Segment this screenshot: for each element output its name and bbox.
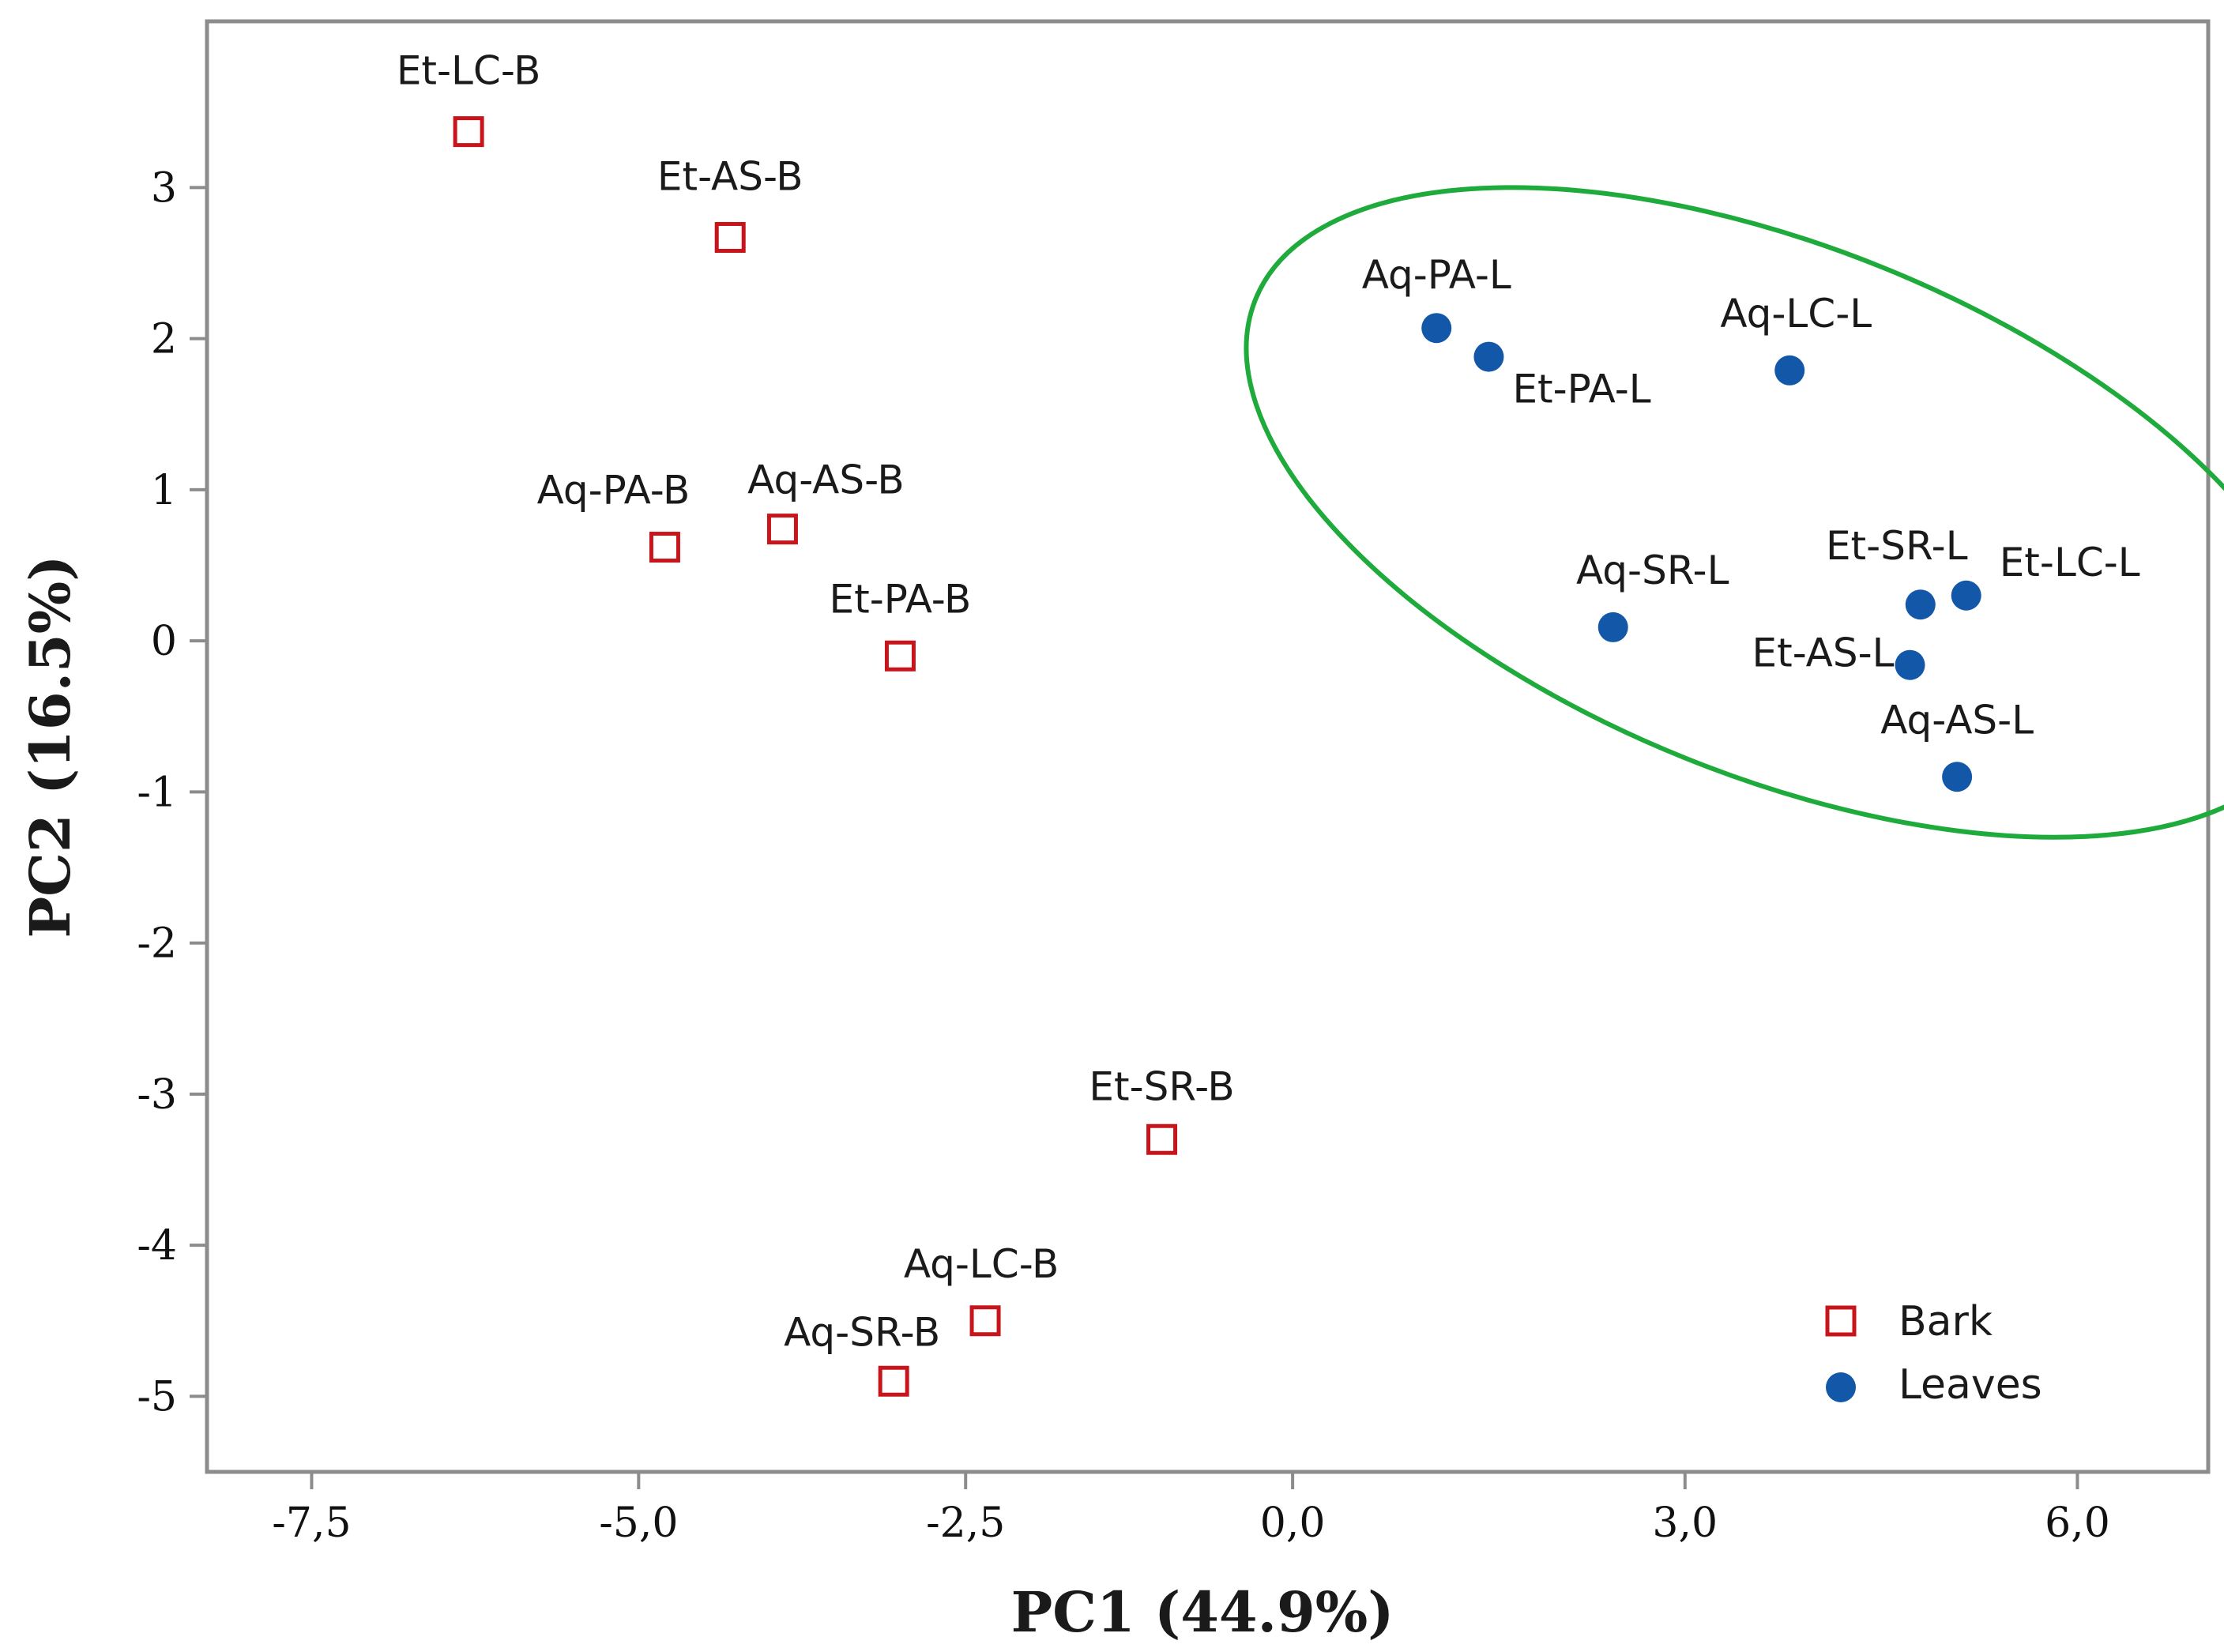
leaves-point-aq-sr-l xyxy=(1597,612,1628,642)
y-tick-label: 0 xyxy=(151,618,177,665)
y-tick-label: -4 xyxy=(137,1222,177,1270)
annotations xyxy=(1244,185,2224,840)
bark-point-aq-lc-b xyxy=(969,1305,1001,1337)
y-axis: 3 2 1 0 -1 -2 -3 -4 -5 xyxy=(137,164,207,1421)
point-label-et-sr-l: Et-SR-L xyxy=(1826,523,1968,569)
point-label-et-pa-l: Et-PA-L xyxy=(1512,367,1650,412)
x-tick-label: -2,5 xyxy=(926,1500,1005,1547)
leaves-point-aq-pa-l xyxy=(1421,313,1452,344)
bark-point-aq-pa-b xyxy=(649,532,680,563)
y-tick-label: -5 xyxy=(137,1373,177,1421)
bark-point-et-sr-b xyxy=(1146,1123,1178,1155)
leaves-cluster-ellipse xyxy=(1244,185,2224,840)
point-label-et-sr-b: Et-SR-B xyxy=(1089,1063,1234,1109)
point-labels: Et-LC-B Et-AS-B Aq-PA-B Aq-AS-B Et-PA-B Et-SR… xyxy=(397,48,2140,1356)
point-label-aq-as-l: Aq-AS-L xyxy=(1880,697,2034,743)
y-tick-label: 3 xyxy=(151,164,177,212)
point-label-aq-sr-b: Aq-SR-B xyxy=(784,1309,940,1355)
x-tick-label: -7,5 xyxy=(272,1500,351,1547)
leaves-point-et-sr-l xyxy=(1905,589,1936,620)
point-label-aq-pa-l: Aq-PA-L xyxy=(1362,252,1511,298)
point-label-aq-lc-l: Aq-LC-L xyxy=(1720,291,1872,337)
y-axis-title: PC2 (16.5%) xyxy=(17,555,83,939)
leaves-point-aq-lc-l xyxy=(1774,355,1805,386)
point-label-aq-lc-b: Aq-LC-B xyxy=(904,1241,1059,1287)
point-label-et-as-b: Et-AS-B xyxy=(657,153,803,199)
leaves-point-aq-as-l xyxy=(1942,762,1973,792)
x-tick-label: 3,0 xyxy=(1652,1500,1718,1547)
legend-label-leaves: Leaves xyxy=(1898,1361,2042,1409)
plot-frame xyxy=(205,19,2211,1474)
y-tick-label: 1 xyxy=(151,467,177,514)
legend-bark-marker xyxy=(1825,1305,1857,1337)
bark-point-aq-sr-b xyxy=(878,1365,909,1397)
leaves-point-et-as-l xyxy=(1895,649,1925,680)
point-label-et-as-l: Et-AS-L xyxy=(1752,630,1895,676)
y-tick-label: -1 xyxy=(137,769,177,816)
x-tick-label: 6,0 xyxy=(2045,1500,2110,1547)
leaves-point-et-pa-l xyxy=(1473,341,1504,372)
x-tick-label: -5,0 xyxy=(599,1500,678,1547)
y-tick-label: 2 xyxy=(151,316,177,363)
data-points xyxy=(453,116,1981,1397)
y-tick-label: -2 xyxy=(137,920,177,968)
legend-label-bark: Bark xyxy=(1898,1298,1993,1345)
point-label-et-lc-l: Et-LC-L xyxy=(2000,540,2140,585)
legend-leaves-marker xyxy=(1826,1372,1856,1402)
x-axis-title: PC1 (44.9%) xyxy=(1011,1579,1394,1645)
bark-point-et-pa-b xyxy=(884,640,916,672)
legend: Bark Leaves xyxy=(1825,1298,2042,1409)
point-label-aq-pa-b: Aq-PA-B xyxy=(537,468,691,514)
x-axis: -7,5 -5,0 -2,5 0,0 3,0 6,0 xyxy=(272,1472,2110,1547)
y-tick-label: -3 xyxy=(137,1071,177,1119)
leaves-point-et-lc-l xyxy=(1951,580,1981,611)
point-label-aq-sr-l: Aq-SR-L xyxy=(1576,548,1729,593)
point-label-et-lc-b: Et-LC-B xyxy=(397,48,541,94)
bark-point-et-lc-b xyxy=(453,116,484,148)
x-tick-label: 0,0 xyxy=(1260,1500,1326,1547)
point-label-et-pa-b: Et-PA-B xyxy=(830,576,972,622)
point-label-aq-as-b: Aq-AS-B xyxy=(747,457,905,503)
bark-point-et-as-b xyxy=(714,221,746,253)
bark-point-aq-as-b xyxy=(766,514,798,545)
